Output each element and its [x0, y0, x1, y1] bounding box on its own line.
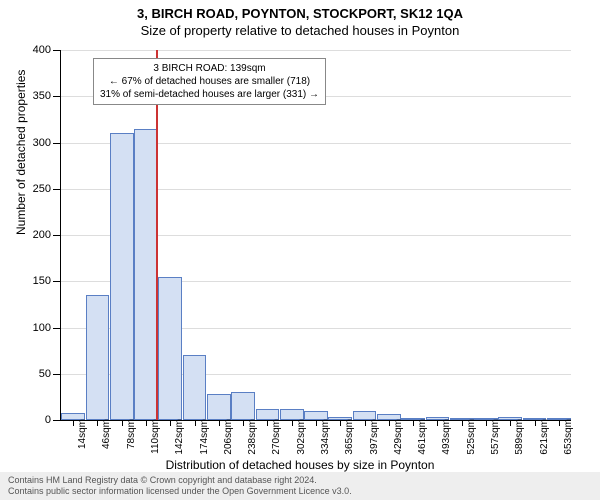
- annotation-line2: ← 67% of detached houses are smaller (71…: [100, 75, 319, 88]
- title-main: 3, BIRCH ROAD, POYNTON, STOCKPORT, SK12 …: [0, 0, 600, 21]
- footer-line1: Contains HM Land Registry data © Crown c…: [8, 475, 592, 486]
- bar: [158, 277, 182, 420]
- y-tick-label: 200: [33, 229, 51, 241]
- x-tick: [73, 420, 74, 426]
- x-tick: [97, 420, 98, 426]
- y-tick: [53, 328, 61, 329]
- bar: [86, 295, 110, 420]
- x-tick: [219, 420, 220, 426]
- x-tick-label: 365sqm: [344, 419, 355, 455]
- bar: [110, 133, 134, 420]
- x-tick-label: 493sqm: [441, 419, 452, 455]
- x-tick: [170, 420, 171, 426]
- x-tick-label: 461sqm: [417, 419, 428, 455]
- y-tick-label: 100: [33, 322, 51, 334]
- footer: Contains HM Land Registry data © Crown c…: [0, 472, 600, 500]
- x-tick: [462, 420, 463, 426]
- bar: [231, 392, 255, 420]
- y-tick-label: 150: [33, 275, 51, 287]
- y-tick-label: 350: [33, 90, 51, 102]
- gridline: [61, 50, 571, 51]
- bar: [207, 394, 231, 420]
- bar: [134, 129, 158, 420]
- x-tick-label: 238sqm: [247, 419, 258, 455]
- annotation-line1: 3 BIRCH ROAD: 139sqm: [100, 62, 319, 75]
- annotation-box: 3 BIRCH ROAD: 139sqm← 67% of detached ho…: [93, 58, 326, 105]
- x-tick-label: 110sqm: [150, 419, 161, 454]
- x-tick-label: 525sqm: [466, 419, 477, 455]
- y-tick: [53, 189, 61, 190]
- x-tick-label: 589sqm: [514, 419, 525, 455]
- x-tick-label: 174sqm: [199, 419, 210, 455]
- x-tick: [316, 420, 317, 426]
- x-tick: [437, 420, 438, 426]
- x-tick-label: 142sqm: [174, 419, 185, 455]
- x-tick-label: 302sqm: [296, 419, 307, 455]
- y-tick: [53, 143, 61, 144]
- y-tick: [53, 420, 61, 421]
- x-axis-label: Distribution of detached houses by size …: [0, 458, 600, 472]
- x-tick: [510, 420, 511, 426]
- x-tick: [340, 420, 341, 426]
- y-axis-label: Number of detached properties: [14, 70, 28, 235]
- x-tick: [413, 420, 414, 426]
- y-tick: [53, 374, 61, 375]
- x-tick: [146, 420, 147, 426]
- x-tick-label: 14sqm: [77, 419, 88, 449]
- y-tick: [53, 96, 61, 97]
- x-tick: [267, 420, 268, 426]
- x-tick: [195, 420, 196, 426]
- x-tick-label: 653sqm: [563, 419, 574, 455]
- x-tick: [243, 420, 244, 426]
- y-tick-label: 50: [39, 368, 51, 380]
- x-tick: [122, 420, 123, 426]
- footer-line2: Contains public sector information licen…: [8, 486, 592, 497]
- x-tick-label: 270sqm: [271, 419, 282, 455]
- x-tick-label: 429sqm: [393, 419, 404, 455]
- y-tick-label: 0: [45, 414, 51, 426]
- x-tick: [292, 420, 293, 426]
- x-tick-label: 557sqm: [490, 419, 501, 455]
- x-tick-label: 334sqm: [320, 419, 331, 455]
- y-tick-label: 400: [33, 44, 51, 56]
- annotation-line3: 31% of semi-detached houses are larger (…: [100, 88, 319, 101]
- x-tick-label: 206sqm: [223, 419, 234, 455]
- x-tick: [559, 420, 560, 426]
- title-sub: Size of property relative to detached ho…: [0, 21, 600, 38]
- x-tick-label: 397sqm: [369, 419, 380, 455]
- bar: [183, 355, 207, 420]
- chart-plot-area: 05010015020025030035040014sqm46sqm78sqm1…: [60, 50, 571, 421]
- x-tick-label: 46sqm: [101, 419, 112, 449]
- x-tick: [535, 420, 536, 426]
- x-tick-label: 621sqm: [539, 419, 550, 455]
- y-tick-label: 250: [33, 183, 51, 195]
- y-tick: [53, 281, 61, 282]
- y-tick: [53, 235, 61, 236]
- y-tick-label: 300: [33, 137, 51, 149]
- y-tick: [53, 50, 61, 51]
- x-tick-label: 78sqm: [126, 419, 137, 449]
- property-marker-line: [156, 50, 158, 420]
- x-tick: [389, 420, 390, 426]
- x-tick: [365, 420, 366, 426]
- x-tick: [486, 420, 487, 426]
